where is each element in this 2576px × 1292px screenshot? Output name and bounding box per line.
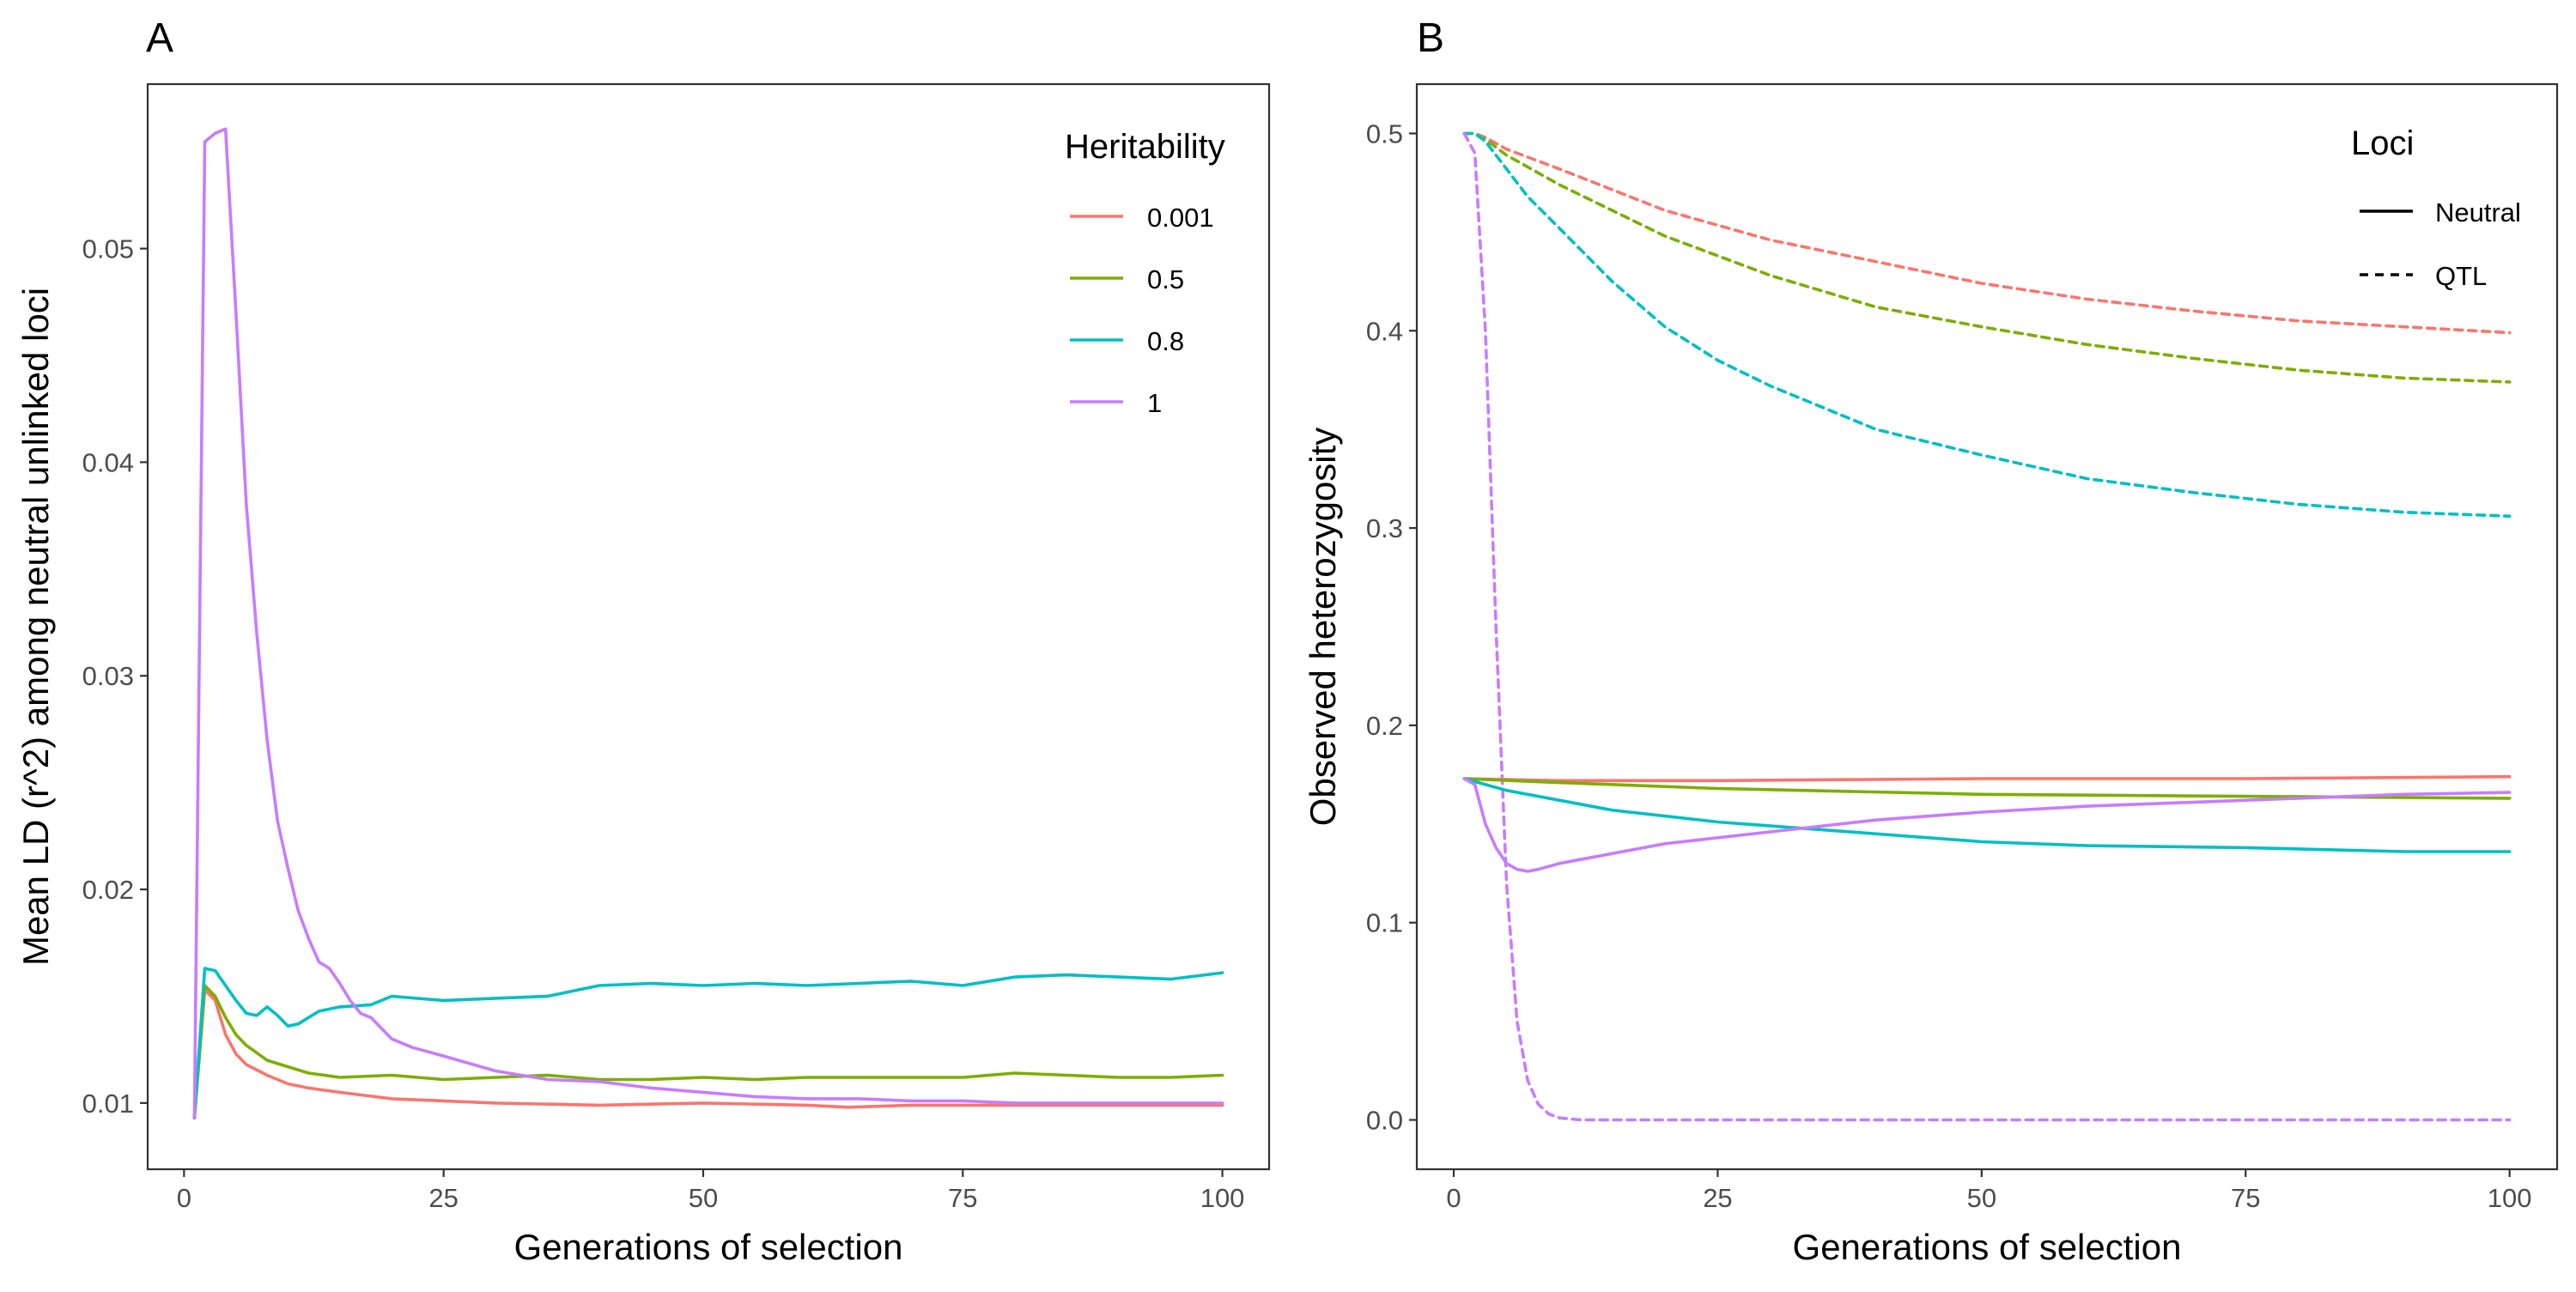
panel-b-y-axis-title: Observed heterozygosity	[1303, 428, 1343, 827]
legend-title: Heritability	[1065, 128, 1225, 166]
panel-a-x-axis-title: Generations of selection	[514, 1227, 903, 1267]
panel-b-plot-border	[1415, 82, 2559, 1171]
legend-item: 0.001	[1070, 203, 1214, 233]
y-tick-label: 0.03	[82, 661, 134, 691]
y-tick-label: 0.04	[82, 447, 134, 477]
x-tick-label: 50	[689, 1183, 718, 1213]
series-line	[1462, 777, 2512, 800]
legend-label: 0.001	[1147, 203, 1214, 233]
legend-label: 0.8	[1147, 326, 1184, 356]
legend-item: QTL	[2360, 261, 2487, 291]
legend-item: 0.5	[1070, 264, 1184, 294]
series-line	[1462, 774, 2512, 783]
x-tick-label: 50	[1967, 1183, 1996, 1213]
y-tick-label: 0.3	[1366, 513, 1403, 543]
x-tick-label: 0	[177, 1183, 191, 1213]
legend-label: 0.5	[1147, 264, 1184, 294]
x-tick-label: 75	[948, 1183, 977, 1213]
y-tick-label: 0.02	[82, 875, 134, 905]
y-tick-label: 0.1	[1366, 908, 1403, 938]
x-tick-label: 100	[2488, 1183, 2532, 1213]
legend-label: Neutral	[2435, 197, 2521, 227]
panel-a-ticks: 0 25 50 75 100 0.01 0.02 0.03 0.04 0.05	[82, 234, 1245, 1213]
panel-a-series	[192, 127, 1224, 1120]
y-tick-label: 0.5	[1366, 118, 1403, 149]
series-line	[1462, 777, 2512, 873]
series-line	[1462, 131, 2512, 335]
panel-b-x-axis-title: Generations of selection	[1793, 1227, 2182, 1267]
panel-a-legend: Heritability 0.001 0.5 0.8 1	[1065, 128, 1225, 418]
panel-b-label: B	[1417, 15, 1444, 61]
panel-a: A 0 25 50 75 100 0.01 0.02 0.03 0.04 0.05 Generat…	[15, 15, 1271, 1267]
x-tick-label: 75	[2231, 1183, 2260, 1213]
series-line	[192, 988, 1224, 1120]
panel-a-plot-border	[146, 82, 1271, 1171]
panel-b: B 0 25 50 75 100 0.0 0.1 0.2 0.3 0.4 0.5 Generatio…	[1303, 15, 2559, 1267]
x-tick-label: 25	[428, 1183, 458, 1213]
legend-item: Neutral	[2360, 197, 2521, 227]
panel-a-label: A	[146, 15, 173, 61]
y-tick-label: 0.2	[1366, 711, 1403, 741]
legend-title: Loci	[2351, 124, 2414, 162]
y-tick-label: 0.01	[82, 1089, 134, 1119]
panel-b-series	[1462, 131, 2512, 1122]
series-line	[1462, 131, 2512, 519]
panel-b-legend: Loci Neutral QTL	[2351, 124, 2521, 291]
y-tick-label: 0.4	[1366, 316, 1403, 346]
legend-item: 0.8	[1070, 326, 1184, 356]
series-line	[1462, 131, 2512, 1122]
x-tick-label: 25	[1703, 1183, 1732, 1213]
panel-b-ticks: 0 25 50 75 100 0.0 0.1 0.2 0.3 0.4 0.5	[1366, 118, 2532, 1213]
panel-a-y-axis-title: Mean LD (r^2) among neutral unlinked loc…	[15, 288, 56, 966]
series-line	[1462, 777, 2512, 853]
y-tick-label: 0.05	[82, 234, 134, 264]
series-line	[1462, 131, 2512, 384]
series-line	[192, 127, 1224, 1120]
x-tick-label: 100	[1200, 1183, 1245, 1213]
y-tick-label: 0.0	[1366, 1106, 1403, 1136]
legend-item: 1	[1070, 388, 1162, 418]
x-tick-label: 0	[1446, 1183, 1461, 1213]
legend-label: QTL	[2435, 261, 2487, 291]
legend-label: 1	[1147, 388, 1162, 418]
series-line	[192, 984, 1224, 1120]
series-line	[192, 967, 1224, 1120]
